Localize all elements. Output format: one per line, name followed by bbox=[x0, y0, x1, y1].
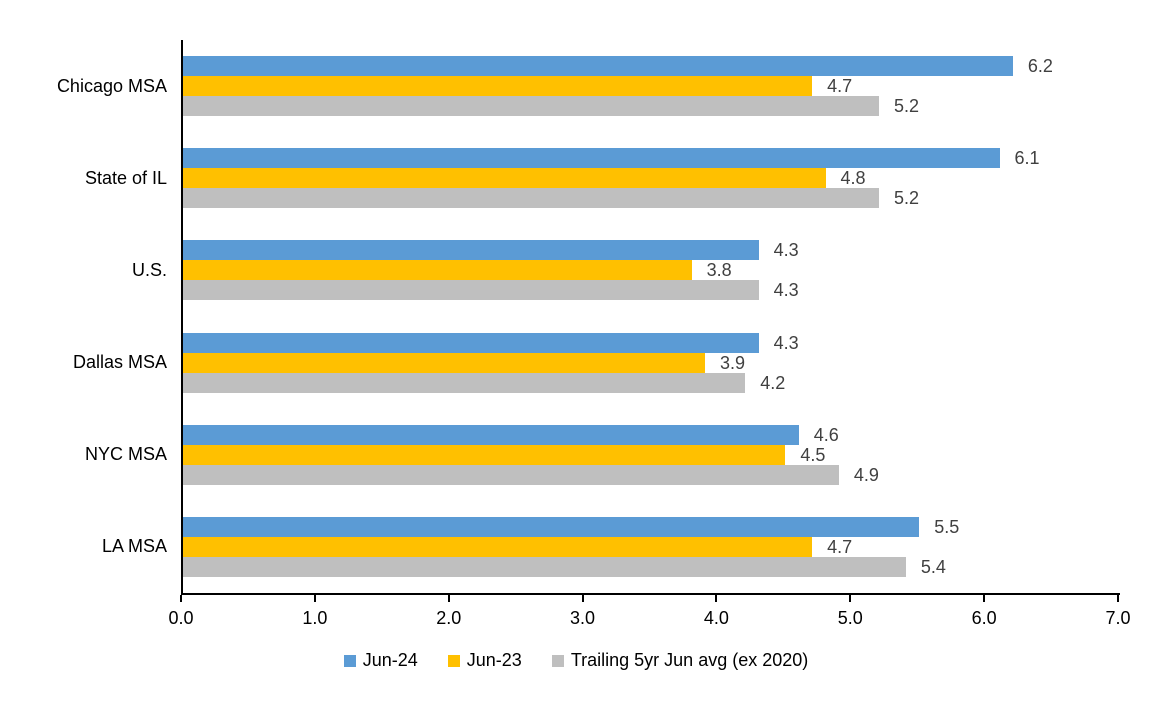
legend: Jun-24 Jun-23 Trailing 5yr Jun avg (ex 202… bbox=[0, 650, 1152, 671]
x-tick-mark bbox=[447, 595, 450, 602]
bar-jun-23-dallas-msa bbox=[183, 352, 706, 373]
bar-jun-24-chicago-msa bbox=[183, 56, 1013, 77]
x-tick-label: 6.0 bbox=[971, 608, 997, 628]
data-label: 6.1 bbox=[1014, 148, 1040, 169]
bar-line: 3.9 bbox=[183, 352, 1120, 373]
bar-group-nyc-msa: 4.6 4.5 4.9 bbox=[183, 409, 1120, 501]
bar-line: 4.3 bbox=[183, 332, 1120, 353]
bar-jun-23-nyc-msa bbox=[183, 444, 786, 465]
data-label: 4.2 bbox=[760, 372, 786, 393]
bar-line: 4.7 bbox=[183, 76, 1120, 97]
legend-item-jun-23: Jun-23 bbox=[447, 650, 522, 671]
bar-jun-24-state-of-il bbox=[183, 148, 1000, 169]
bar-line: 5.4 bbox=[183, 556, 1120, 577]
legend-label: Trailing 5yr Jun avg (ex 2020) bbox=[570, 650, 809, 670]
x-tick-label: 5.0 bbox=[837, 608, 863, 628]
bar-line: 4.2 bbox=[183, 372, 1120, 393]
x-tick-mark bbox=[1117, 595, 1119, 602]
x-tick-label: 4.0 bbox=[703, 608, 729, 628]
x-tick-label: 2.0 bbox=[436, 608, 462, 628]
legend-item-trailing-5yr-jun-avg-ex-2020: Trailing 5yr Jun avg (ex 2020) bbox=[551, 650, 809, 671]
bar-group-u-s: 4.3 3.8 4.3 bbox=[183, 224, 1120, 316]
bar-jun-24-u-s bbox=[183, 240, 759, 261]
x-tick-label: 0.0 bbox=[168, 608, 194, 628]
legend-swatch-icon bbox=[551, 654, 564, 667]
bar-trailing-5yr-jun-avg-ex-2020-state-of-il bbox=[183, 188, 880, 209]
category-label-la-msa: LA MSA bbox=[101, 536, 167, 557]
legend-label: Jun-24 bbox=[362, 650, 418, 670]
bar-jun-24-nyc-msa bbox=[183, 424, 799, 445]
category-label-u-s: U.S. bbox=[131, 259, 167, 280]
data-label: 4.5 bbox=[800, 444, 826, 465]
category-label-state-of-il: State of IL bbox=[84, 167, 167, 188]
bar-trailing-5yr-jun-avg-ex-2020-chicago-msa bbox=[183, 96, 880, 117]
x-tick-label: 7.0 bbox=[1105, 608, 1131, 628]
bar-line: 4.7 bbox=[183, 536, 1120, 557]
data-label: 3.8 bbox=[706, 260, 732, 281]
data-label: 4.7 bbox=[827, 76, 853, 97]
data-label: 4.9 bbox=[853, 464, 879, 485]
legend-swatch-icon bbox=[343, 654, 356, 667]
bar-line: 5.2 bbox=[183, 188, 1120, 209]
legend-item-jun-24: Jun-24 bbox=[343, 650, 418, 671]
bar-group-la-msa: 5.5 4.7 5.4 bbox=[183, 501, 1120, 593]
bar-line: 4.8 bbox=[183, 168, 1120, 189]
bar-trailing-5yr-jun-avg-ex-2020-nyc-msa bbox=[183, 464, 839, 485]
bar-jun-23-la-msa bbox=[183, 536, 813, 557]
data-label: 3.9 bbox=[720, 352, 746, 373]
bar-group-chicago-msa: 6.2 4.7 5.2 bbox=[183, 40, 1120, 132]
data-label: 4.6 bbox=[813, 424, 839, 445]
data-label: 4.3 bbox=[773, 280, 799, 301]
category-label-chicago-msa: Chicago MSA bbox=[56, 75, 167, 96]
x-tick-mark bbox=[849, 595, 852, 602]
bar-line: 5.2 bbox=[183, 96, 1120, 117]
x-axis: 0.0 1.0 2.0 3.0 4.0 5.0 6.0 7.0 bbox=[168, 595, 1131, 637]
bar-jun-23-state-of-il bbox=[183, 168, 826, 189]
x-tick-mark bbox=[581, 595, 584, 602]
bar-line: 6.2 bbox=[183, 56, 1120, 77]
bar-group-state-of-il: 6.1 4.8 5.2 bbox=[183, 132, 1120, 224]
plot-area: 6.2 4.7 5.2 6.1 4.8 5.2 4.3 3.8 4.3 4.3 3.9 4.2 4.6 4… bbox=[181, 40, 1120, 595]
bar-trailing-5yr-jun-avg-ex-2020-u-s bbox=[183, 280, 759, 301]
legend-swatch-icon bbox=[447, 654, 460, 667]
bar-line: 4.5 bbox=[183, 444, 1120, 465]
bar-trailing-5yr-jun-avg-ex-2020-dallas-msa bbox=[183, 372, 746, 393]
data-label: 4.7 bbox=[827, 536, 853, 557]
x-tick-mark bbox=[313, 595, 316, 602]
bar-line: 4.6 bbox=[183, 424, 1120, 445]
bar-line: 4.3 bbox=[183, 240, 1120, 261]
bar-line: 3.8 bbox=[183, 260, 1120, 281]
bar-line: 5.5 bbox=[183, 516, 1120, 537]
data-label: 5.2 bbox=[894, 188, 920, 209]
bar-jun-24-la-msa bbox=[183, 516, 920, 537]
legend-label: Jun-23 bbox=[466, 650, 522, 670]
data-label: 5.4 bbox=[920, 556, 946, 577]
bar-jun-24-dallas-msa bbox=[183, 332, 759, 353]
data-label: 4.8 bbox=[840, 168, 866, 189]
bar-jun-23-u-s bbox=[183, 260, 692, 281]
data-label: 5.2 bbox=[894, 96, 920, 117]
data-label: 4.3 bbox=[773, 240, 799, 261]
bar-trailing-5yr-jun-avg-ex-2020-la-msa bbox=[183, 556, 906, 577]
bar-jun-23-chicago-msa bbox=[183, 76, 813, 97]
x-tick-mark bbox=[715, 595, 718, 602]
bar-group-dallas-msa: 4.3 3.9 4.2 bbox=[183, 317, 1120, 409]
category-label-nyc-msa: NYC MSA bbox=[84, 444, 167, 465]
x-tick-label: 3.0 bbox=[570, 608, 596, 628]
category-axis: Chicago MSA State of IL U.S. Dallas MSA NYC … bbox=[0, 40, 167, 593]
x-tick-mark bbox=[983, 595, 986, 602]
data-label: 5.5 bbox=[934, 516, 960, 537]
data-label: 6.2 bbox=[1027, 56, 1053, 77]
x-tick-mark bbox=[180, 595, 182, 602]
data-label: 4.3 bbox=[773, 332, 799, 353]
bar-line: 4.3 bbox=[183, 280, 1120, 301]
bar-line: 4.9 bbox=[183, 464, 1120, 485]
bar-line: 6.1 bbox=[183, 148, 1120, 169]
x-tick-label: 1.0 bbox=[302, 608, 328, 628]
category-label-dallas-msa: Dallas MSA bbox=[72, 352, 167, 373]
